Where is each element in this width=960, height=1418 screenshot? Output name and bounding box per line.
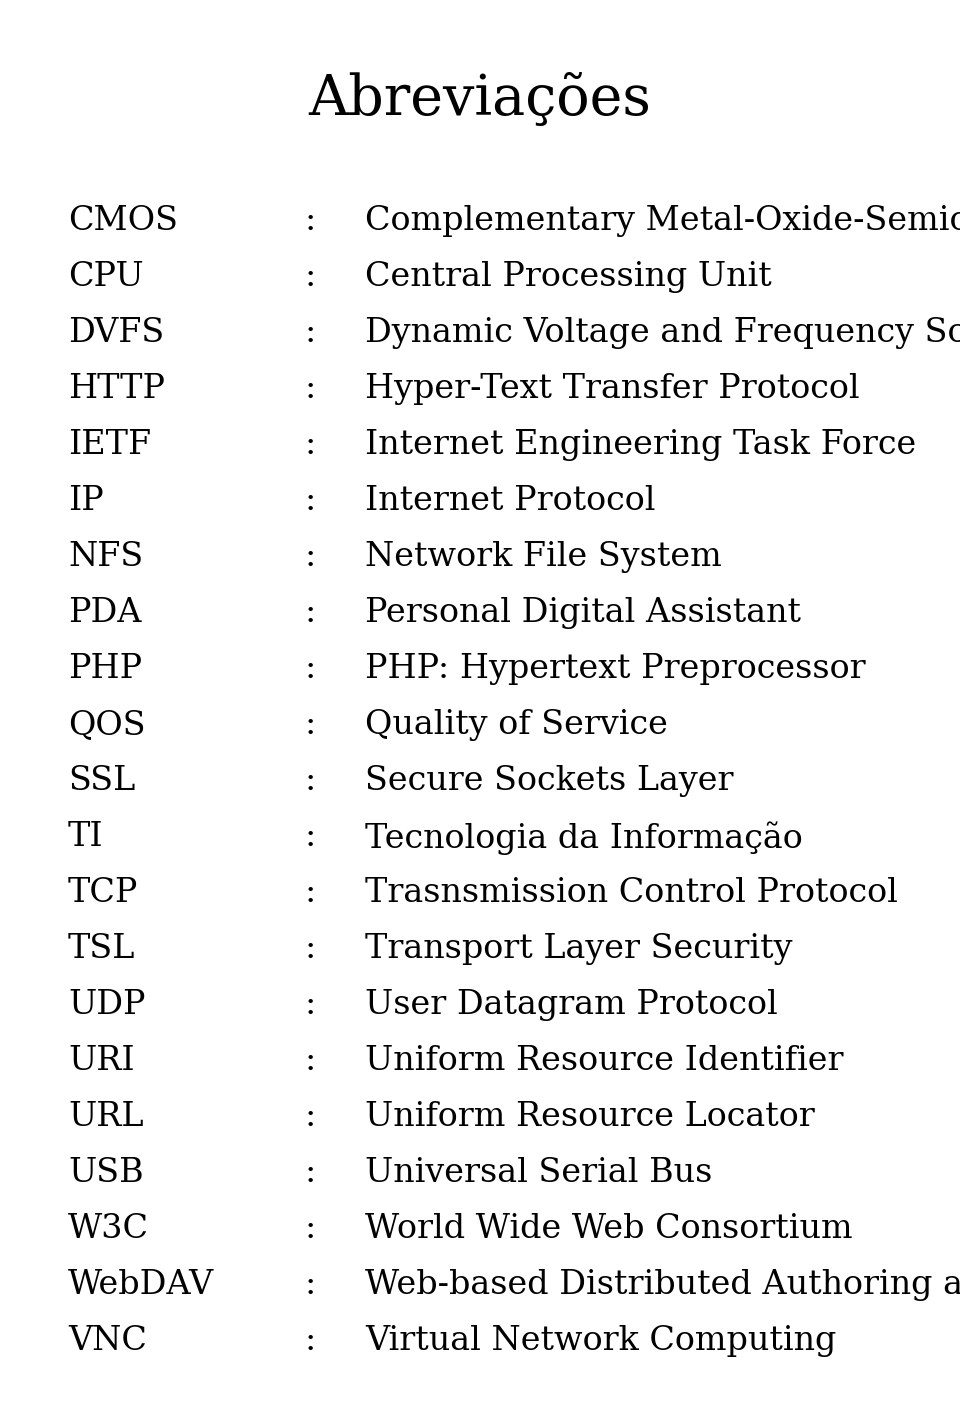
Text: User Datagram Protocol: User Datagram Protocol	[365, 988, 778, 1021]
Text: Quality of Service: Quality of Service	[365, 709, 668, 742]
Text: Complementary Metal-Oxide-Semiconductor: Complementary Metal-Oxide-Semiconductor	[365, 206, 960, 237]
Text: CPU: CPU	[68, 261, 144, 294]
Text: CMOS: CMOS	[68, 206, 178, 237]
Text: Dynamic Voltage and Frequency Scaling: Dynamic Voltage and Frequency Scaling	[365, 318, 960, 349]
Text: UDP: UDP	[68, 988, 146, 1021]
Text: DVFS: DVFS	[68, 318, 164, 349]
Text: :: :	[304, 933, 316, 966]
Text: NFS: NFS	[68, 542, 143, 573]
Text: PHP: PHP	[68, 654, 142, 685]
Text: :: :	[304, 1100, 316, 1133]
Text: PHP: Hypertext Preprocessor: PHP: Hypertext Preprocessor	[365, 654, 866, 685]
Text: :: :	[304, 1157, 316, 1190]
Text: Uniform Resource Identifier: Uniform Resource Identifier	[365, 1045, 844, 1078]
Text: QOS: QOS	[68, 709, 146, 742]
Text: Universal Serial Bus: Universal Serial Bus	[365, 1157, 712, 1190]
Text: USB: USB	[68, 1157, 144, 1190]
Text: URI: URI	[68, 1045, 134, 1078]
Text: :: :	[304, 1269, 316, 1300]
Text: :: :	[304, 597, 316, 630]
Text: :: :	[304, 430, 316, 461]
Text: IETF: IETF	[68, 430, 151, 461]
Text: :: :	[304, 1324, 316, 1357]
Text: :: :	[304, 318, 316, 349]
Text: TSL: TSL	[68, 933, 135, 966]
Text: Tecnologia da Informação: Tecnologia da Informação	[365, 821, 803, 855]
Text: :: :	[304, 1212, 316, 1245]
Text: HTTP: HTTP	[68, 373, 165, 406]
Text: :: :	[304, 1045, 316, 1078]
Text: Internet Engineering Task Force: Internet Engineering Task Force	[365, 430, 916, 461]
Text: Personal Digital Assistant: Personal Digital Assistant	[365, 597, 801, 630]
Text: Network File System: Network File System	[365, 542, 722, 573]
Text: :: :	[304, 821, 316, 854]
Text: Hyper-Text Transfer Protocol: Hyper-Text Transfer Protocol	[365, 373, 859, 406]
Text: Secure Sockets Layer: Secure Sockets Layer	[365, 764, 733, 797]
Text: :: :	[304, 988, 316, 1021]
Text: Transport Layer Security: Transport Layer Security	[365, 933, 793, 966]
Text: PDA: PDA	[68, 597, 141, 630]
Text: :: :	[304, 542, 316, 573]
Text: IP: IP	[68, 485, 104, 518]
Text: TI: TI	[68, 821, 104, 854]
Text: :: :	[304, 485, 316, 518]
Text: World Wide Web Consortium: World Wide Web Consortium	[365, 1212, 852, 1245]
Text: :: :	[304, 709, 316, 742]
Text: SSL: SSL	[68, 764, 135, 797]
Text: Abreviações: Abreviações	[308, 72, 652, 126]
Text: W3C: W3C	[68, 1212, 149, 1245]
Text: :: :	[304, 876, 316, 909]
Text: WebDAV: WebDAV	[68, 1269, 214, 1300]
Text: :: :	[304, 373, 316, 406]
Text: VNC: VNC	[68, 1324, 147, 1357]
Text: :: :	[304, 261, 316, 294]
Text: Web-based Distributed Authoring and Versioning: Web-based Distributed Authoring and Vers…	[365, 1269, 960, 1300]
Text: :: :	[304, 764, 316, 797]
Text: :: :	[304, 206, 316, 237]
Text: :: :	[304, 654, 316, 685]
Text: URL: URL	[68, 1100, 143, 1133]
Text: Trasnsmission Control Protocol: Trasnsmission Control Protocol	[365, 876, 898, 909]
Text: Virtual Network Computing: Virtual Network Computing	[365, 1324, 836, 1357]
Text: Central Processing Unit: Central Processing Unit	[365, 261, 772, 294]
Text: Internet Protocol: Internet Protocol	[365, 485, 656, 518]
Text: Uniform Resource Locator: Uniform Resource Locator	[365, 1100, 815, 1133]
Text: TCP: TCP	[68, 876, 138, 909]
